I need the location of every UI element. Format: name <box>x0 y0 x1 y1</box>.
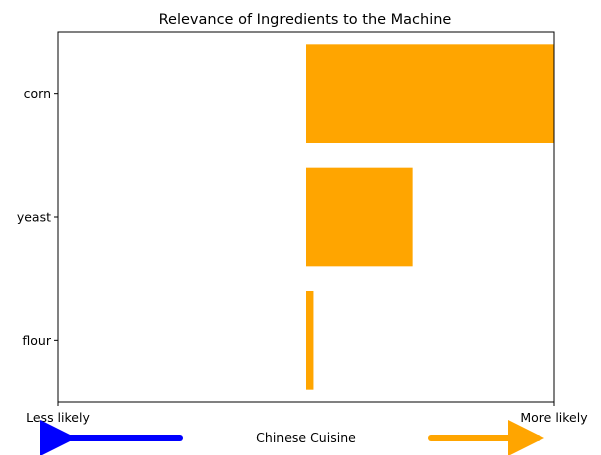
bottom-label: Chinese Cuisine <box>256 430 356 445</box>
y-tick-label-flour: flour <box>22 333 51 348</box>
x-tick-label-more-likely: More likely <box>520 410 588 425</box>
bar-corn <box>306 44 554 144</box>
y-tick-label-yeast: yeast <box>17 210 51 225</box>
plot-frame <box>57 31 555 403</box>
bar-flour <box>306 291 314 390</box>
bars-group <box>306 44 554 390</box>
chart-title: Relevance of Ingredients to the Machine <box>159 12 452 28</box>
y-axis-ticks: corn yeast flour <box>17 86 58 348</box>
y-tick-label-corn: corn <box>24 86 51 101</box>
bar-yeast <box>306 167 413 267</box>
x-tick-label-less-likely: Less likely <box>26 410 90 425</box>
